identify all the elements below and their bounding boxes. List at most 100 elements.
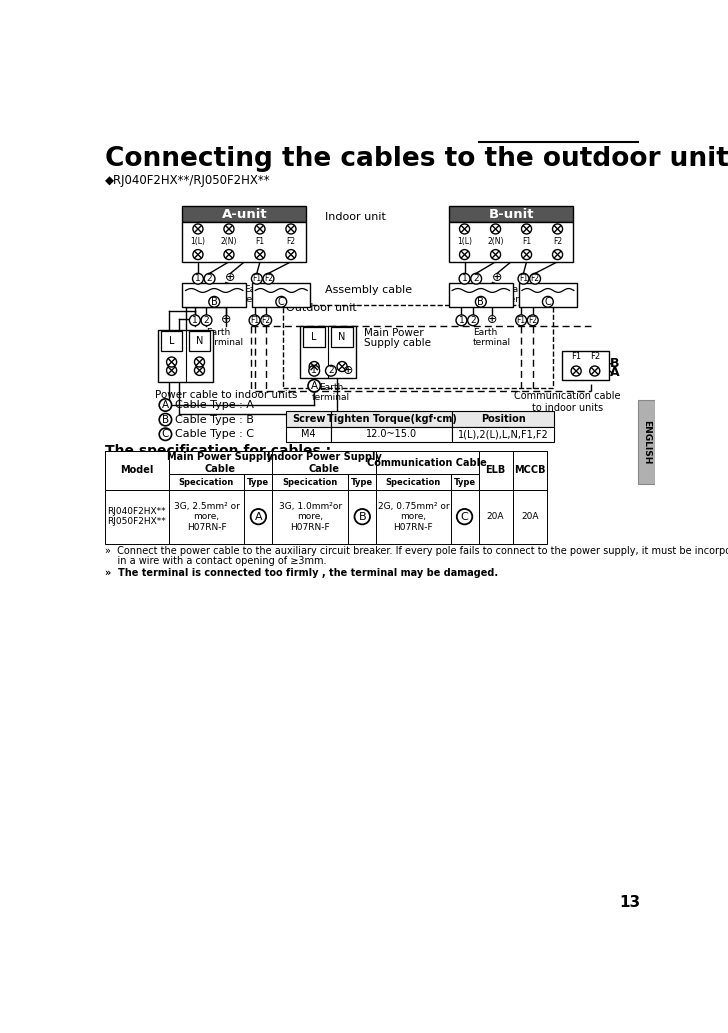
- Circle shape: [459, 224, 470, 233]
- Circle shape: [201, 315, 212, 325]
- Bar: [105, 474, 168, 490]
- Circle shape: [471, 274, 482, 284]
- Circle shape: [553, 250, 563, 259]
- Text: Assembly cable: Assembly cable: [325, 284, 412, 294]
- Text: B: B: [478, 296, 484, 307]
- Text: in a wire with a contact opening of ≥3mm.: in a wire with a contact opening of ≥3mm…: [105, 557, 326, 566]
- Text: RJ040F2HX**
RJ050F2HX**: RJ040F2HX** RJ050F2HX**: [107, 507, 166, 527]
- Text: C: C: [162, 430, 169, 439]
- Circle shape: [224, 224, 234, 233]
- Bar: [348, 490, 376, 543]
- Bar: [478, 474, 513, 490]
- Bar: [513, 474, 547, 490]
- Bar: [168, 474, 245, 490]
- Bar: [331, 427, 452, 442]
- Text: ⊕: ⊕: [225, 272, 236, 284]
- Text: Cable Type : C: Cable Type : C: [175, 430, 253, 439]
- Circle shape: [530, 274, 540, 284]
- Text: Type: Type: [248, 477, 269, 487]
- Text: N: N: [339, 333, 346, 342]
- Bar: [272, 490, 348, 543]
- Text: Earth
terminal: Earth terminal: [507, 285, 545, 305]
- Text: Supply cable: Supply cable: [364, 339, 431, 348]
- Text: L: L: [312, 333, 317, 342]
- Text: 1: 1: [312, 367, 317, 375]
- Circle shape: [286, 224, 296, 233]
- Text: 2G, 0.75mm² or
more,
H07RN-F: 2G, 0.75mm² or more, H07RN-F: [378, 502, 449, 532]
- Bar: [376, 451, 451, 474]
- Circle shape: [261, 315, 272, 325]
- Bar: [513, 451, 547, 474]
- Bar: [452, 411, 555, 427]
- Text: A: A: [311, 381, 317, 390]
- Text: Specication: Specication: [179, 477, 234, 487]
- Circle shape: [255, 250, 265, 259]
- Circle shape: [518, 274, 529, 284]
- Circle shape: [309, 366, 320, 376]
- Circle shape: [193, 250, 203, 259]
- Text: »  Connect the power cable to the auxiliary circuit breaker. If every pole fails: » Connect the power cable to the auxilia…: [105, 546, 728, 557]
- Text: Indoor unit: Indoor unit: [325, 212, 386, 222]
- Circle shape: [491, 250, 501, 259]
- Circle shape: [167, 366, 177, 375]
- Text: B: B: [610, 357, 620, 370]
- Text: 1(L): 1(L): [191, 238, 205, 246]
- Text: B: B: [162, 414, 169, 425]
- Text: Earth
terminal: Earth terminal: [244, 285, 282, 305]
- Circle shape: [251, 274, 262, 284]
- Bar: [519, 283, 577, 307]
- Circle shape: [475, 296, 486, 307]
- Text: 1: 1: [192, 316, 198, 324]
- Text: C: C: [278, 296, 285, 307]
- Bar: [513, 451, 547, 490]
- Bar: [304, 327, 325, 347]
- Text: ⊕: ⊕: [342, 364, 353, 377]
- Circle shape: [309, 362, 320, 372]
- Circle shape: [515, 315, 526, 325]
- Text: 20A: 20A: [521, 512, 539, 522]
- Text: Communication Cable: Communication Cable: [368, 458, 487, 468]
- Circle shape: [189, 315, 200, 325]
- Text: B-unit: B-unit: [488, 208, 534, 221]
- Bar: [449, 207, 573, 222]
- Circle shape: [250, 509, 266, 525]
- Text: F1: F1: [256, 238, 264, 246]
- Text: 2(N): 2(N): [487, 238, 504, 246]
- Circle shape: [571, 366, 581, 376]
- Text: Position: Position: [481, 414, 526, 424]
- Circle shape: [355, 509, 370, 525]
- Circle shape: [459, 250, 470, 259]
- Text: Specication: Specication: [282, 477, 338, 487]
- Text: F1: F1: [517, 316, 526, 324]
- Text: 2: 2: [473, 274, 479, 283]
- Bar: [348, 451, 376, 474]
- Circle shape: [193, 224, 203, 233]
- Text: F1: F1: [253, 274, 261, 283]
- Bar: [449, 283, 513, 307]
- Bar: [168, 451, 272, 474]
- Bar: [300, 325, 356, 378]
- Text: Power cable to indoor units: Power cable to indoor units: [154, 389, 297, 400]
- Text: 13: 13: [619, 895, 640, 910]
- Text: N: N: [196, 336, 203, 346]
- Text: 20A: 20A: [487, 512, 505, 522]
- Text: C: C: [545, 296, 551, 307]
- Circle shape: [194, 357, 205, 367]
- Text: Outdoor unit: Outdoor unit: [286, 303, 357, 313]
- Bar: [478, 451, 513, 474]
- Bar: [478, 490, 513, 543]
- Text: Earth
terminal: Earth terminal: [473, 328, 511, 347]
- Bar: [452, 427, 555, 442]
- Circle shape: [325, 366, 336, 376]
- Bar: [449, 222, 573, 261]
- Bar: [283, 305, 553, 388]
- Circle shape: [521, 250, 531, 259]
- Bar: [105, 490, 168, 543]
- Circle shape: [159, 413, 172, 426]
- Circle shape: [255, 224, 265, 233]
- Bar: [451, 451, 478, 474]
- Circle shape: [263, 274, 274, 284]
- Text: Screw: Screw: [292, 414, 325, 424]
- Circle shape: [456, 509, 472, 525]
- Bar: [513, 490, 547, 543]
